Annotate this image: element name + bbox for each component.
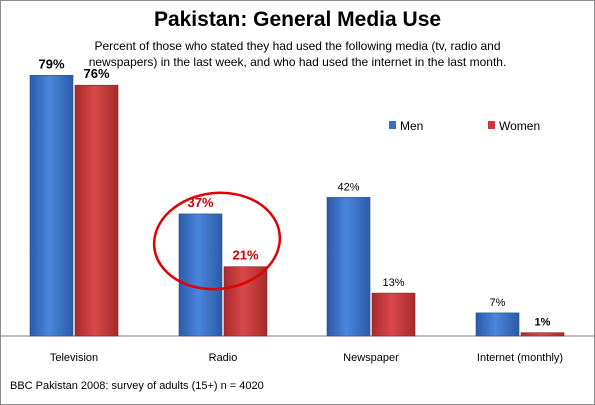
data-label-men-2: 42% [337, 181, 359, 193]
data-label-women-2: 13% [382, 277, 404, 289]
data-label-women-0: 76% [83, 66, 109, 81]
highlight-ellipse [152, 191, 282, 291]
bar-women-television [74, 84, 119, 337]
legend-swatch-women [488, 121, 495, 129]
bar-women-internet-monthly [520, 332, 565, 337]
bar-men-internet-monthly [475, 312, 520, 337]
legend-swatch-men [389, 121, 396, 129]
category-label-0: Television [50, 352, 98, 364]
category-label-1: Radio [209, 352, 238, 364]
bar-men-radio [178, 213, 223, 337]
bar-women-radio [223, 266, 268, 337]
legend-label-women: Women [499, 119, 540, 133]
source-note: BBC Pakistan 2008: survey of adults (15+… [10, 380, 264, 392]
chart-subtitle: Percent of those who stated they had use… [88, 39, 507, 69]
legend-label-men: Men [400, 119, 423, 133]
category-label-2: Newspaper [343, 352, 399, 364]
data-label-women-1: 21% [232, 248, 258, 263]
data-label-men-3: 7% [490, 297, 506, 309]
data-label-men-0: 79% [38, 56, 64, 71]
chart-title: Pakistan: General Media Use [153, 8, 442, 31]
data-label-women-3: 1% [535, 317, 551, 329]
data-label-men-1: 37% [187, 195, 213, 210]
bar-women-newspaper [371, 292, 416, 337]
bar-men-newspaper [326, 197, 371, 337]
category-label-3: Internet (monthly) [477, 352, 563, 364]
bar-men-television [29, 75, 74, 337]
